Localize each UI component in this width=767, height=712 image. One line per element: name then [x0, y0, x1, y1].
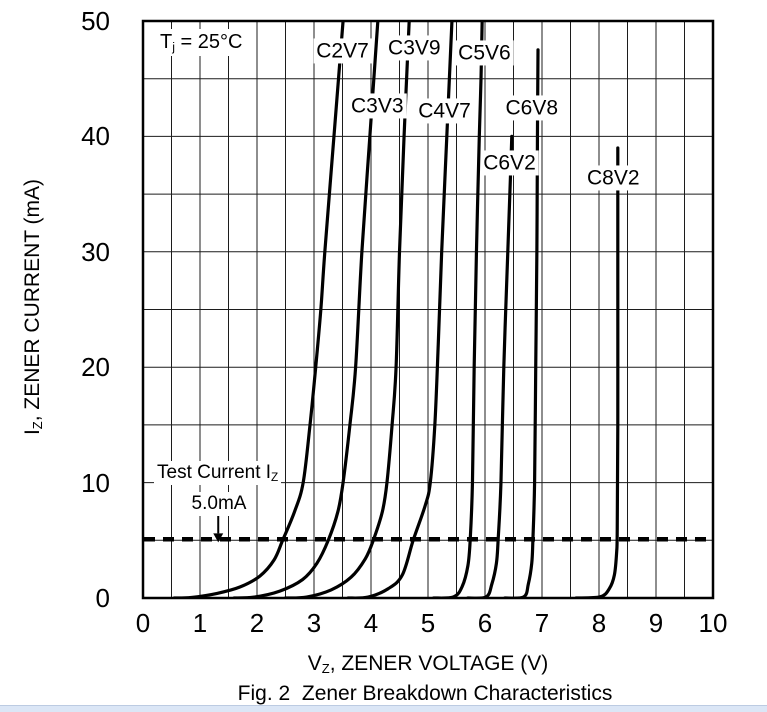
y-tick-label-30: 30 — [81, 236, 110, 267]
curve-label-C3V9: C3V9 — [385, 34, 444, 61]
figure-caption: Fig. 2 Zener Breakdown Characteristics — [237, 682, 613, 705]
x-tick-label-1: 1 — [192, 608, 208, 638]
curve-C6V2 — [466, 134, 514, 599]
x-axis-symbol: V — [307, 652, 322, 675]
x-tick-label-10: 10 — [698, 608, 728, 638]
x-axis-title: VZ, ZENER VOLTAGE (V) — [308, 652, 549, 676]
plot-border — [141, 19, 715, 600]
x-tick-label-8: 8 — [591, 608, 607, 638]
test-current-label-line2: 5.0mA — [188, 492, 250, 516]
curve-C5V6 — [432, 20, 484, 599]
curve-C6V8 — [503, 48, 540, 599]
page-edge-strip — [0, 705, 767, 712]
annotation-value: = 25°C — [174, 31, 243, 53]
y-tick-label-40: 40 — [81, 121, 110, 152]
x-axis-subscript: Z — [321, 660, 330, 676]
annotation-symbol: T — [160, 31, 173, 53]
curve-C8V2 — [574, 146, 620, 599]
x-tick-label-0: 0 — [135, 608, 151, 638]
y-tick-label-20: 20 — [81, 352, 110, 383]
curve-C3V3 — [232, 20, 380, 599]
curve-C3V9 — [283, 20, 411, 599]
curve-label-C5V6: C5V6 — [455, 40, 514, 66]
curve-C2V7 — [172, 20, 345, 599]
y-tick-label-0: 0 — [95, 583, 110, 613]
x-tick-label-9: 9 — [648, 608, 664, 638]
curve-label-C4V7: C4V7 — [415, 98, 474, 124]
x-tick-label-2: 2 — [249, 608, 265, 638]
annotation-subscript: j — [172, 39, 175, 54]
test-current-label-line1: Test Current IZ — [154, 461, 282, 485]
test-current-subscript: Z — [271, 470, 279, 484]
x-tick-label-5: 5 — [420, 608, 436, 638]
curve-label-C3V3: C3V3 — [348, 93, 407, 119]
x-axis-text: , ZENER VOLTAGE (V) — [329, 652, 549, 675]
x-tick-label-4: 4 — [363, 608, 379, 638]
curve-label-C6V2: C6V2 — [480, 150, 539, 176]
y-axis-text: , ZENER CURRENT (mA) — [21, 178, 44, 422]
x-tick-label-7: 7 — [534, 608, 550, 638]
y-axis-symbol: I — [21, 429, 44, 436]
curve-label-C8V2: C8V2 — [583, 165, 643, 191]
x-tick-label-3: 3 — [306, 608, 322, 638]
x-tick-label-6: 6 — [477, 608, 493, 638]
y-tick-label-50: 50 — [81, 6, 110, 36]
curve-label-C6V8: C6V8 — [502, 95, 561, 121]
test-current-text: Test Current I — [157, 462, 272, 483]
y-tick-label-10: 10 — [81, 467, 110, 498]
test-current-arrow-head — [213, 533, 224, 543]
junction-temp-annotation: Tj = 25°C — [155, 29, 248, 56]
curve-label-C2V7: C2V7 — [313, 38, 372, 64]
curve-C4V7 — [346, 20, 454, 599]
y-axis-subscript: Z — [29, 421, 45, 430]
y-axis-title: IZ, ZENER CURRENT (mA) — [21, 179, 45, 435]
